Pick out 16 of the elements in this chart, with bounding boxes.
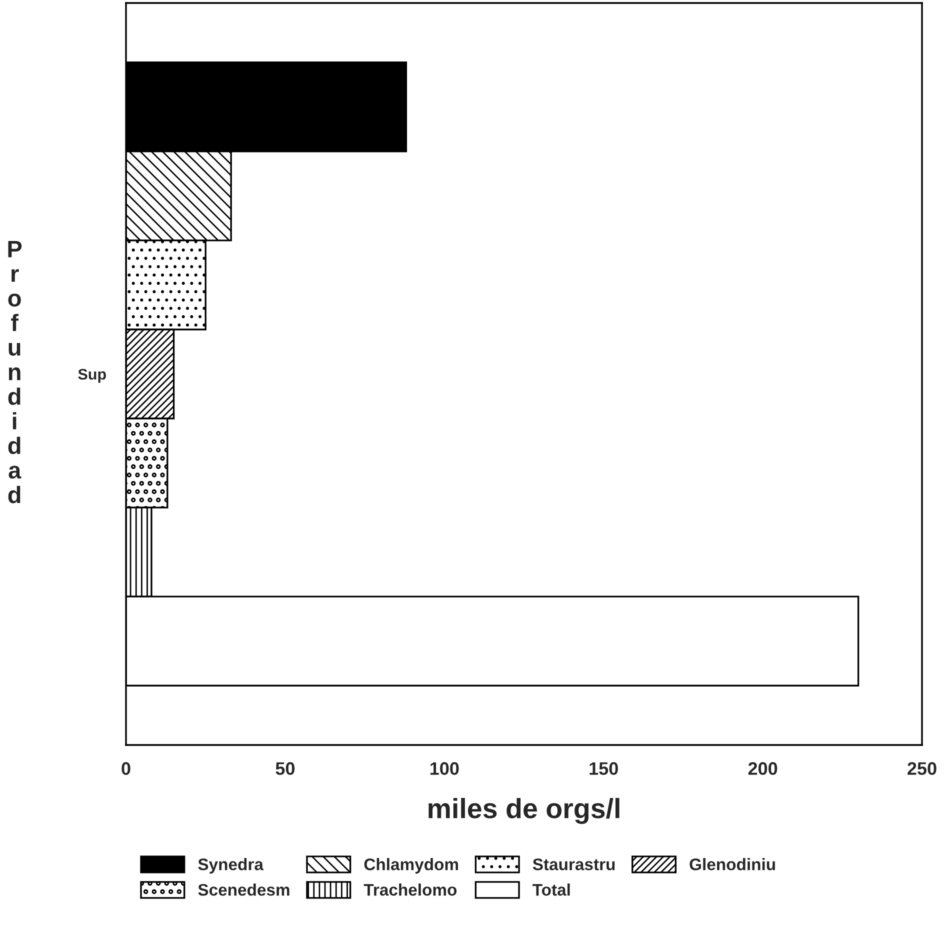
legend-label: Staurastru (532, 858, 615, 870)
legend-label: Trachelomo (364, 884, 457, 896)
legend-label: Total (532, 884, 570, 896)
x-tick-label: 50 (276, 762, 295, 775)
x-tick-label: 200 (748, 762, 778, 775)
text: Profundidad (8, 240, 22, 504)
x-tick-label: 250 (908, 762, 936, 775)
x-tick-label: 150 (590, 762, 618, 775)
x-tick-label: 0 (122, 762, 130, 775)
y-tick-label: Sup (78, 368, 106, 383)
legend-label: Chlamydom (364, 858, 458, 874)
legend-label: Scenedesm (198, 884, 290, 896)
x-axis-title: miles de orgs/l (428, 798, 620, 824)
legend-label: Glenodiniu (690, 858, 775, 870)
x-tick-label: 100 (430, 762, 459, 775)
legend-label: Synedra (198, 858, 264, 874)
